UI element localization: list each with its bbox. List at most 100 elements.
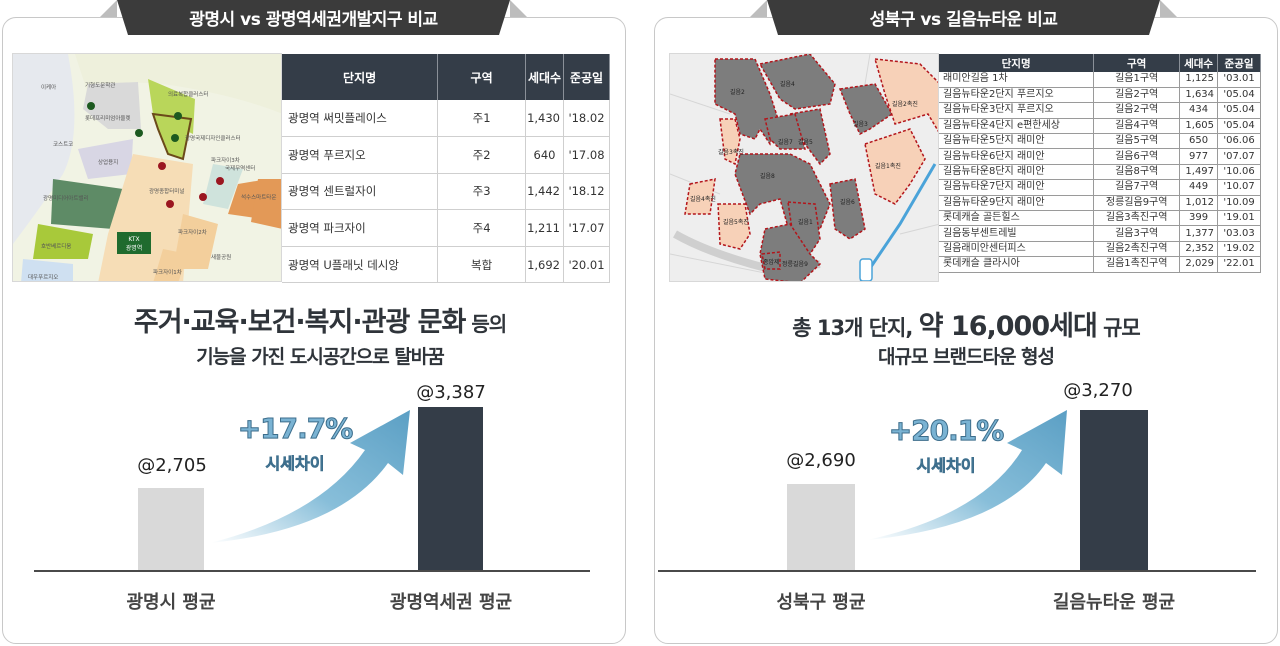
panel-title: 광명시 vs 광명역세권개발지구 비교 — [117, 0, 510, 35]
cell-name: 광명역 써밋플레이스 — [282, 100, 439, 138]
table-row: 광명역 써밋플레이스 주1 1,430 '18.02 — [282, 100, 610, 138]
svg-text:석수스마트타운: 석수스마트타운 — [241, 193, 276, 201]
cell-name: 길음뉴타운5단지 래미안 — [939, 133, 1095, 150]
cell-zone: 복합 — [437, 246, 527, 284]
svg-text:길음1: 길음1 — [798, 218, 813, 226]
cell-zone: 길음2촉진구역 — [1093, 241, 1181, 258]
panel-title: 성북구 vs 길음뉴타운 비교 — [767, 0, 1160, 35]
cell-name: 광명역 U플래닛 데시앙 — [282, 246, 439, 284]
cell-name: 길음뉴타운4단지 e편한세상 — [939, 118, 1095, 135]
col-header-name: 단지명 — [282, 54, 439, 100]
table-row: 길음뉴타운2단지 푸르지오 길음2구역 1,634'05.04 — [939, 87, 1261, 104]
table-header-row: 단지명 구역 세대수 준공일 — [282, 54, 610, 100]
svg-text:길음4촉진: 길음4촉진 — [690, 195, 716, 203]
price-diff-label: 시세차이 — [265, 454, 325, 474]
headline-line1: 주거·교육·보건·복지·관광 문화 등의 — [0, 300, 640, 339]
cell-units: 977 — [1179, 148, 1219, 165]
cell-completion: '05.04 — [1217, 102, 1261, 119]
cell-units: 1,497 — [1179, 164, 1219, 181]
cell-completion: '06.06 — [1217, 133, 1261, 150]
svg-text:롯데프리미엄아울렛: 롯데프리미엄아울렛 — [85, 114, 131, 122]
cell-units: 1,634 — [1179, 87, 1219, 104]
cell-completion: '17.08 — [563, 136, 610, 174]
cell-completion: '19.02 — [1217, 241, 1261, 258]
cell-completion: '07.07 — [1217, 148, 1261, 165]
cell-units: 1,442 — [525, 173, 564, 211]
table-row: 길음동부센트레빌 길음3구역 1,377'03.03 — [939, 225, 1261, 242]
col-header-zone: 구역 — [1093, 54, 1181, 72]
col-header-units: 세대수 — [1179, 54, 1219, 72]
cell-zone: 정릉길음9구역 — [1093, 195, 1181, 212]
cell-name: 롯데캐슬 클라시아 — [939, 256, 1095, 273]
cell-name: 길음동부센트레빌 — [939, 225, 1095, 242]
svg-text:정릉길음9: 정릉길음9 — [782, 260, 808, 268]
cell-zone: 길음4구역 — [1093, 118, 1181, 135]
svg-text:파크자이1차: 파크자이1차 — [153, 268, 182, 276]
cell-zone: 길음2구역 — [1093, 102, 1181, 119]
cell-completion: '05.04 — [1217, 118, 1261, 135]
svg-text:광명국제디자인클러스터: 광명국제디자인클러스터 — [185, 134, 241, 142]
site-map: KTX 광명역 이케아 기형도문학관 롯데프리미엄아울렛 의료복합클러스터 광명… — [12, 53, 282, 282]
svg-text:상업용지: 상업용지 — [98, 158, 118, 166]
cell-name: 롯데캐슬 골든힐스 — [939, 210, 1095, 227]
col-header-units: 세대수 — [525, 54, 564, 100]
chart-baseline — [34, 570, 590, 572]
table-row: 광명역 푸르지오 주2 640 '17.08 — [282, 136, 610, 174]
table-row: 광명역 센트럴자이 주3 1,442 '18.12 — [282, 173, 610, 211]
low-bar — [787, 484, 855, 571]
table-row: 래미안길음 1차 길음1구역 1,125'03.01 — [939, 72, 1261, 88]
price-diff-percent: +20.1% — [888, 414, 1005, 448]
growth-arrow-icon — [867, 410, 1067, 540]
cell-completion: '10.07 — [1217, 179, 1261, 196]
table-row: 롯데캐슬 클라시아 길음1촉진구역 2,029'22.01 — [939, 256, 1261, 273]
complex-table: 단지명 구역 세대수 준공일 래미안길음 1차 길음1구역 1,125'03.01 … — [939, 54, 1261, 273]
cell-units: 650 — [1179, 133, 1219, 150]
high-bar-value: @3,270 — [1063, 380, 1133, 401]
svg-text:길음2촉진: 길음2촉진 — [892, 100, 918, 108]
cell-name: 광명역 푸르지오 — [282, 136, 439, 174]
table-row: 길음뉴타운3단지 푸르지오 길음2구역 434'05.04 — [939, 102, 1261, 119]
x-label-low: 성북구 평균 — [776, 592, 866, 613]
banner-fold-right — [510, 0, 527, 17]
cell-zone: 길음8구역 — [1093, 164, 1181, 181]
cell-completion: '05.04 — [1217, 87, 1261, 104]
headline-line2: 대규모 브랜드타운 형성 — [877, 346, 1055, 368]
cell-completion: '22.01 — [1217, 256, 1261, 273]
headline-line2: 기능을 가진 도시공간으로 탈바꿈 — [196, 346, 445, 368]
banner-fold-left — [750, 0, 767, 17]
col-header-zone: 구역 — [437, 54, 527, 100]
table-row: 길음뉴타운6단지 래미안 길음6구역 977'07.07 — [939, 148, 1261, 165]
svg-text:길음6: 길음6 — [840, 198, 855, 206]
cell-zone: 주2 — [437, 136, 527, 174]
low-bar — [138, 488, 204, 571]
svg-text:길음5: 길음5 — [798, 138, 813, 146]
svg-text:광명역: 광명역 — [126, 244, 143, 252]
cell-units: 449 — [1179, 179, 1219, 196]
headline-emphasis: 약 16,000세대 — [918, 311, 1098, 342]
svg-text:새물공원: 새물공원 — [211, 253, 231, 261]
cell-units: 399 — [1179, 210, 1219, 227]
cell-units: 1,012 — [1179, 195, 1219, 212]
svg-text:종암제: 종암제 — [763, 258, 780, 266]
svg-text:파크자이3차: 파크자이3차 — [211, 156, 240, 164]
table-row: 길음뉴타운4단지 e편한세상 길음4구역 1,605'05.04 — [939, 118, 1261, 135]
cell-zone: 길음1구역 — [1093, 72, 1181, 88]
low-bar-value: @2,705 — [137, 455, 207, 476]
cell-units: 1,692 — [525, 246, 564, 284]
growth-arrow-icon — [210, 410, 410, 543]
cell-zone: 주4 — [437, 209, 527, 247]
svg-text:KTX: KTX — [128, 236, 139, 243]
cell-name: 길음뉴타운9단지 래미안 — [939, 195, 1095, 212]
svg-text:길음8: 길음8 — [760, 172, 775, 180]
svg-text:길음7: 길음7 — [778, 138, 793, 146]
cell-name: 길음뉴타운7단지 래미안 — [939, 179, 1095, 196]
right-comparison-panel: 성북구 vs 길음뉴타운 비교 — [652, 0, 1280, 646]
cell-completion: '10.06 — [1217, 164, 1261, 181]
headline-line1: 총 13개 단지, 약 16,000세대 규모 — [652, 304, 1280, 343]
headline-tail: 규모 — [1096, 316, 1141, 340]
cell-name: 길음뉴타운2단지 푸르지오 — [939, 87, 1095, 104]
svg-text:파크자이2차: 파크자이2차 — [178, 228, 207, 236]
cell-completion: '03.01 — [1217, 72, 1261, 88]
headline-prefix: 총 13개 단지, — [792, 316, 919, 340]
svg-text:호반베르디움: 호반베르디움 — [41, 242, 71, 250]
